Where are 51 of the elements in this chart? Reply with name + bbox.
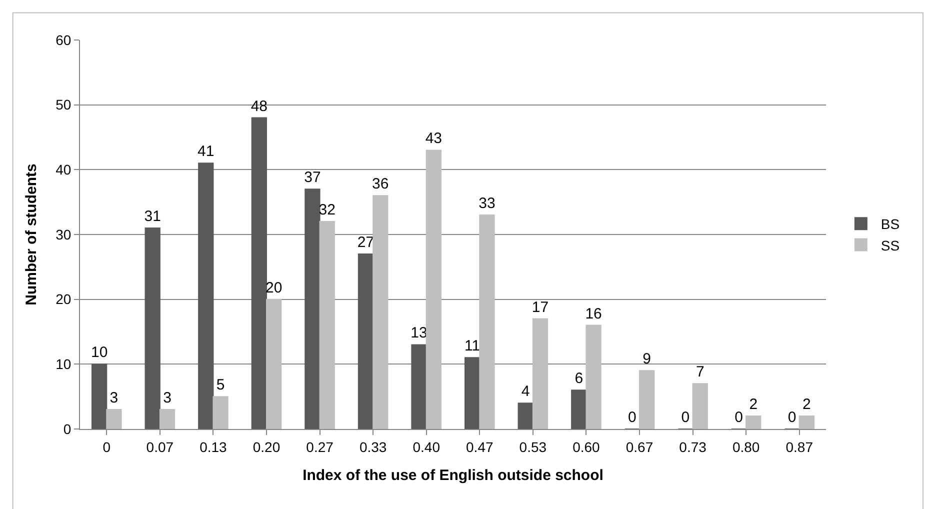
y-tick-label: 20 [56, 291, 72, 308]
x-tick-label: 0.67 [626, 438, 654, 455]
data-label: 9 [642, 350, 651, 368]
data-label: 6 [574, 370, 584, 388]
legend-label: BS [880, 216, 900, 232]
data-label: 17 [532, 298, 549, 316]
x-tick-label: 0.27 [306, 438, 334, 455]
x-tick-label: 0.60 [572, 438, 600, 455]
data-label: 0 [788, 409, 796, 426]
x-tick-label: 0.33 [359, 438, 387, 455]
x-tick-label: 0.73 [679, 438, 707, 455]
x-tick-label: 0.13 [200, 438, 228, 455]
data-label: 0 [734, 409, 743, 426]
data-label: 3 [110, 390, 118, 407]
y-tick-label: 0 [63, 420, 72, 437]
data-label: 0 [681, 409, 690, 426]
data-label: 7 [696, 364, 704, 381]
data-label: 16 [585, 305, 602, 322]
data-label: 5 [216, 376, 225, 394]
y-tick-label: 30 [56, 226, 72, 242]
x-axis-title: Index of the use of English outside school [302, 466, 604, 484]
data-label: 10 [90, 344, 108, 362]
x-tick-label: 0.87 [786, 438, 814, 455]
data-label: 3 [163, 390, 172, 407]
data-label: 13 [410, 324, 428, 342]
data-label: 37 [304, 169, 321, 186]
x-tick-label: 0.47 [466, 438, 494, 455]
data-label: 31 [144, 208, 161, 226]
data-label: 36 [372, 176, 389, 193]
x-tick-label: 0 [102, 438, 111, 455]
x-tick-label: 0.80 [732, 438, 760, 455]
data-label: 11 [464, 338, 480, 355]
x-tick-label: 0.40 [412, 438, 440, 455]
y-tick-label: 50 [56, 96, 72, 113]
x-tick-label: 0.20 [252, 438, 280, 455]
y-tick-label: 10 [56, 356, 72, 372]
x-tick-label: 0.53 [519, 438, 547, 455]
data-label: 27 [357, 234, 374, 251]
data-label: 41 [198, 143, 214, 160]
y-axis-title: Number of students [22, 164, 40, 306]
data-label: 48 [250, 98, 268, 115]
data-label: 43 [425, 130, 442, 148]
data-label: 4 [521, 383, 530, 400]
y-tick-label: 60 [56, 32, 72, 48]
data-label: 2 [749, 396, 758, 414]
data-label: 0 [628, 409, 636, 426]
data-label: 2 [802, 396, 811, 414]
y-tick-label: 40 [56, 162, 72, 178]
legend-label: SS [880, 237, 900, 254]
data-label: 33 [478, 195, 496, 212]
x-tick-label: 0.07 [146, 438, 174, 455]
